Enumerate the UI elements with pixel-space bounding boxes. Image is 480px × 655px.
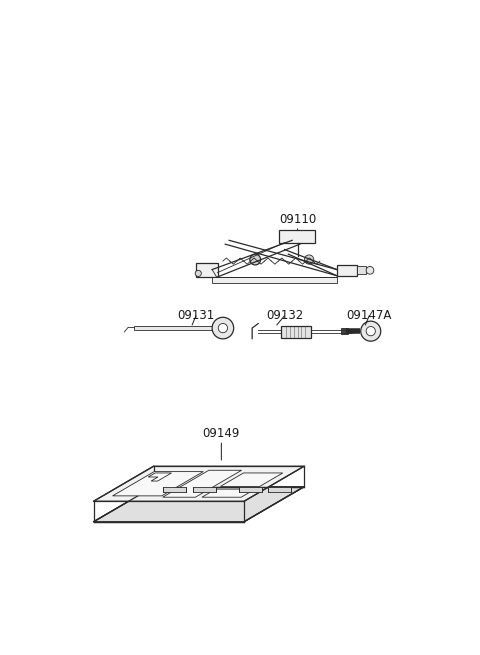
Polygon shape <box>94 466 304 501</box>
Polygon shape <box>202 489 255 497</box>
Polygon shape <box>163 470 241 497</box>
Circle shape <box>366 327 375 336</box>
Polygon shape <box>94 487 304 522</box>
FancyBboxPatch shape <box>337 265 357 276</box>
FancyBboxPatch shape <box>196 263 217 277</box>
Polygon shape <box>133 326 213 329</box>
Circle shape <box>250 254 261 265</box>
Polygon shape <box>113 472 203 496</box>
Polygon shape <box>94 487 154 522</box>
Text: 09149: 09149 <box>203 427 240 460</box>
Circle shape <box>195 271 201 276</box>
Text: 09131: 09131 <box>177 309 215 325</box>
Polygon shape <box>163 487 186 492</box>
Circle shape <box>361 321 381 341</box>
Circle shape <box>212 317 234 339</box>
Polygon shape <box>268 487 291 492</box>
Circle shape <box>304 255 314 264</box>
Polygon shape <box>244 487 304 522</box>
Circle shape <box>218 324 228 333</box>
Circle shape <box>366 267 374 274</box>
Text: 09147A: 09147A <box>347 309 392 325</box>
Polygon shape <box>148 473 171 481</box>
FancyBboxPatch shape <box>212 277 337 284</box>
Polygon shape <box>239 487 262 492</box>
FancyBboxPatch shape <box>357 267 366 274</box>
Text: 09110: 09110 <box>279 213 316 231</box>
FancyBboxPatch shape <box>341 328 348 334</box>
Text: 09132: 09132 <box>266 309 303 325</box>
Polygon shape <box>279 231 315 242</box>
Polygon shape <box>220 473 283 487</box>
FancyBboxPatch shape <box>281 326 311 338</box>
Polygon shape <box>193 487 216 492</box>
